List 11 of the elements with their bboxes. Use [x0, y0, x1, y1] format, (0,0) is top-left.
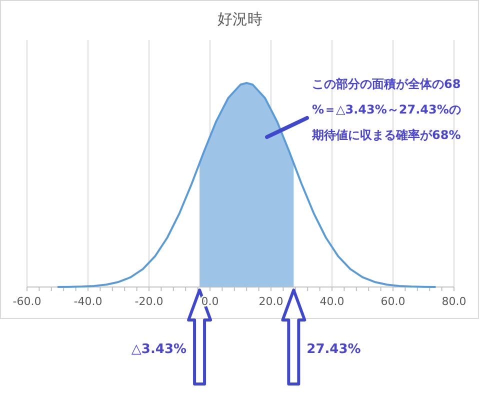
chart-title: 好況時: [218, 10, 262, 28]
annotation: この部分の面積が全体の68%＝△3.43%～27.43%の期待値に収まる確率が68%: [311, 77, 461, 142]
text: 27.43%: [306, 342, 361, 357]
x-tick-label: 80.0: [442, 295, 466, 308]
x-tick-label: -40.0: [74, 295, 102, 308]
x-tick-label: 20.0: [258, 295, 284, 308]
x-tick-label: -60.0: [12, 295, 42, 308]
x-tick-label: -20.0: [134, 295, 164, 308]
x-tick-label: 60.0: [380, 295, 406, 308]
x-tick-label: 40.0: [320, 295, 344, 308]
text: △3.43%: [131, 342, 187, 357]
